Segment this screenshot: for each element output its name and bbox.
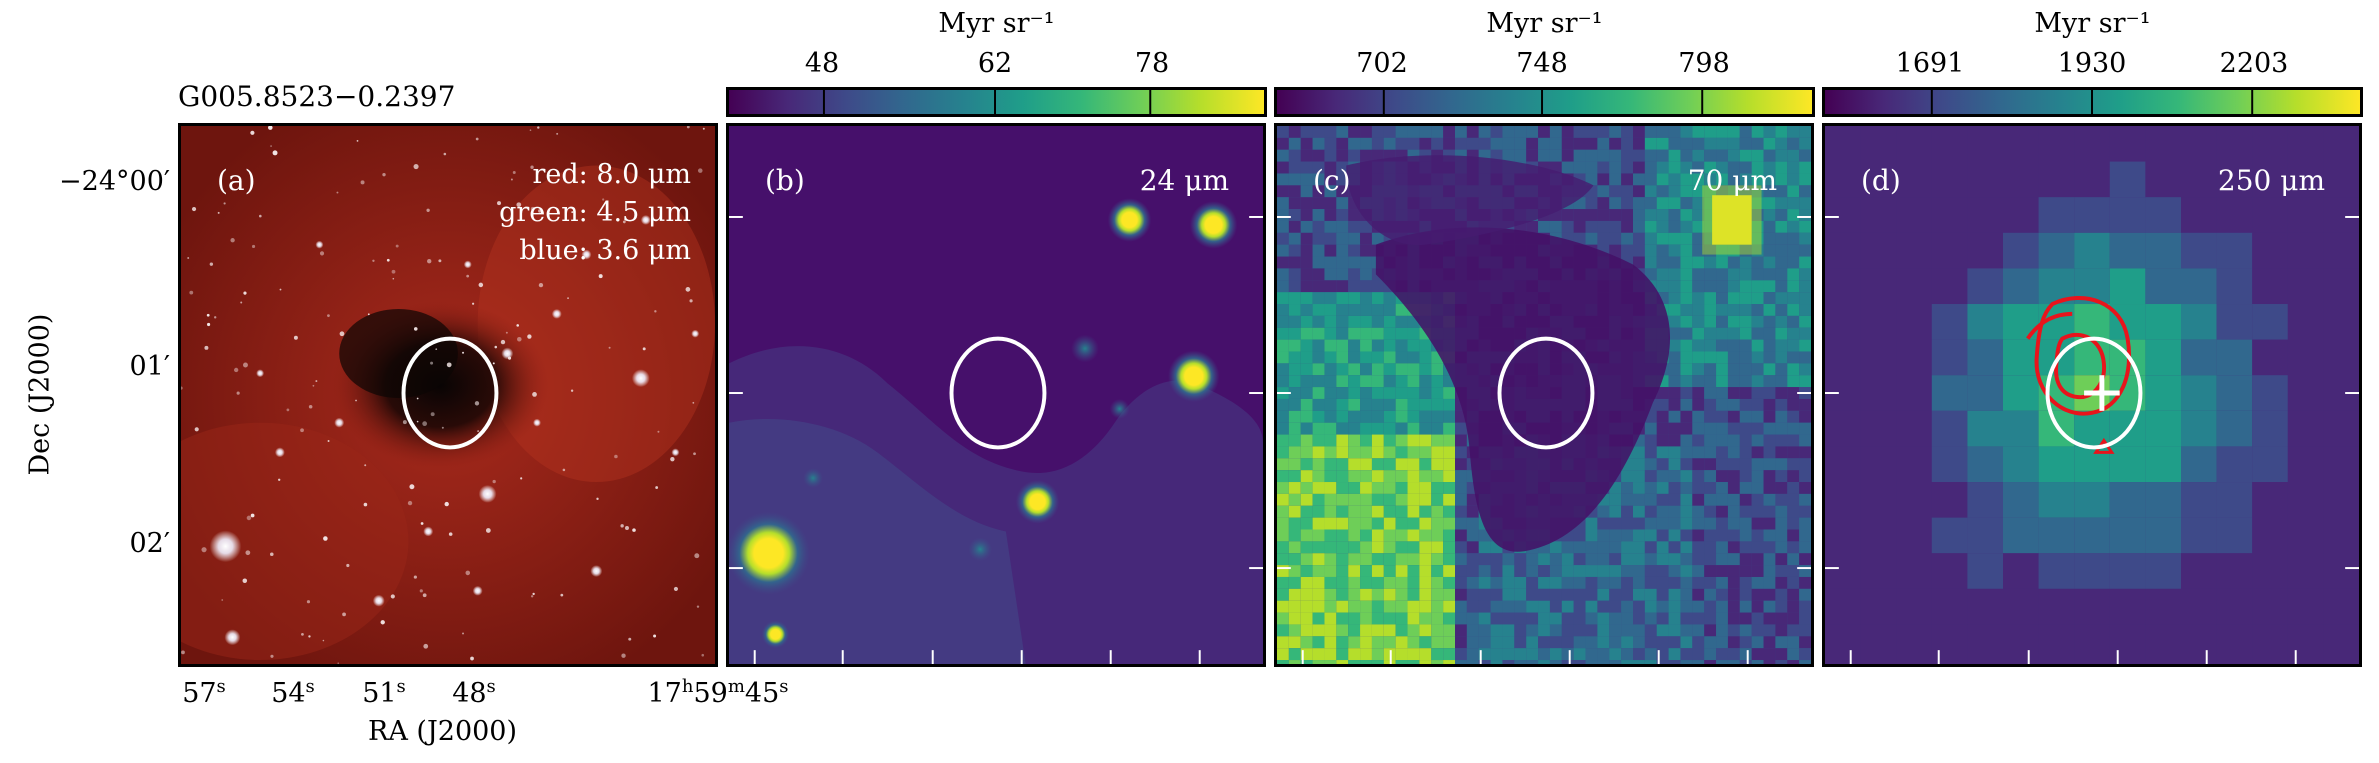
colorbar-tick: 1691 [1895,48,1965,79]
ellipse-marker [2045,336,2143,450]
panel-label: (c) [1313,164,1351,197]
y-axis-label: Dec (J2000) [24,313,56,476]
star-icon [581,249,592,260]
x-tick-label: 57s [182,676,226,709]
x-tick-label: 51s [362,676,406,709]
panel-a: (a) red: 8.0 μm green: 4.5 μm blue: 3.6 … [178,123,718,667]
colorbar-tick: 1930 [2057,48,2127,79]
wavelength-label: 70 μm [1687,164,1777,197]
star-icon [463,260,472,269]
panel-a-image [181,126,715,664]
y-tick-label: 02′ [129,528,171,559]
star-icon [640,215,651,225]
panel-c-image [1277,126,1811,664]
colorbar-title: Myr sr⁻¹ [1486,8,1603,39]
colorbar-c [1274,87,1815,117]
x-axis-label: RA (J2000) [368,716,518,747]
star-icon [472,585,483,596]
colorbar-title: Myr sr⁻¹ [938,8,1055,39]
contour-outer [2034,296,2132,416]
colorbar-tick: 2203 [2219,48,2289,79]
star-icon [631,369,650,388]
colorbar-tick: 48 [804,48,840,79]
star-icon [334,417,345,428]
rgb-red-label: red: 8.0 μm [532,159,691,190]
colorbar-b [726,87,1267,117]
star-icon [274,447,285,458]
star-icon [372,594,385,607]
colorbar-tick: 748 [1516,48,1568,79]
ellipse-marker [401,336,499,450]
panel-b-image [729,126,1263,664]
rgb-green-label: green: 4.5 μm [499,197,691,228]
colorbar-tick: 62 [977,48,1013,79]
panel-d-image [1825,126,2359,664]
ellipse-marker [949,336,1047,450]
rgb-legend: red: 8.0 μm green: 4.5 μm blue: 3.6 μm [499,156,691,270]
y-tick-label: 01′ [129,351,171,382]
wavelength-label: 250 μm [2217,164,2325,197]
peak-cross-icon [2084,375,2120,411]
rgb-blue-label: blue: 3.6 μm [519,235,691,266]
x-tick-label: 48s [452,676,496,709]
star-icon [423,526,434,537]
star-icon [501,347,514,360]
contour-inner [2054,332,2106,399]
x-tick-label: 17h59m45s [647,676,789,709]
colorbar-tick: 702 [1356,48,1408,79]
star-icon [478,484,497,503]
star-icon [315,240,324,249]
star-icon [590,565,603,577]
wavelength-label: 24 μm [1139,164,1229,197]
star-icon [256,369,265,378]
star-icon [224,629,241,646]
star-icon [533,418,541,427]
colorbar-tick: 78 [1134,48,1170,79]
star-icon [551,308,562,319]
colorbar-tick: 798 [1678,48,1730,79]
x-tick-label: 54s [271,676,315,709]
colorbar-d [1822,87,2363,117]
panel-c: (c) 70 μm [1274,123,1814,667]
star-icon [209,530,242,563]
source-title: G005.8523−0.2397 [178,80,456,113]
star-icon [691,329,700,338]
star-icon [671,448,680,457]
colorbar-title: Myr sr⁻¹ [2034,8,2151,39]
panel-b: (b) 24 μm [726,123,1266,667]
y-tick-label: −24°00′ [59,166,170,197]
panel-label: (d) [1861,164,1901,197]
ellipse-marker [1497,336,1595,450]
panel-d: (d) 250 μm [1822,123,2362,667]
panel-label: (a) [217,164,256,197]
panel-label: (b) [765,164,805,197]
